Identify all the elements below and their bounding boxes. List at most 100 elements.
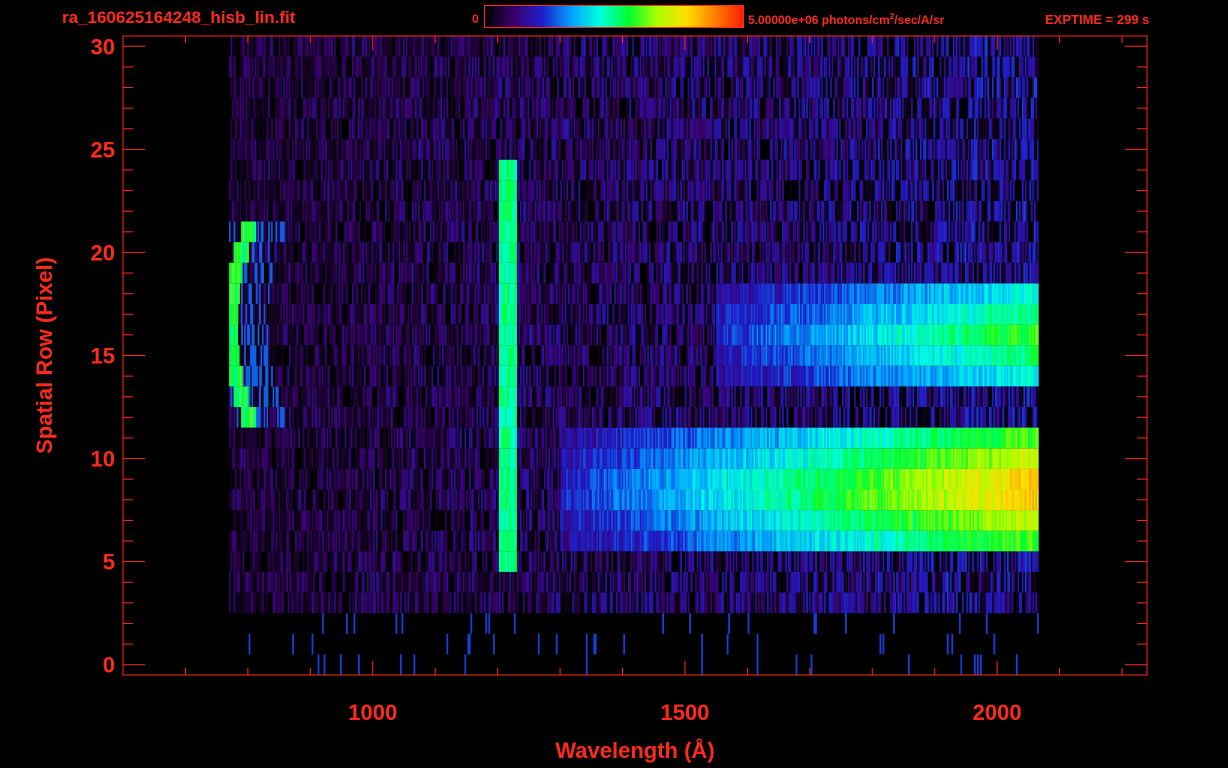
heatmap-cell — [1014, 448, 1017, 469]
heatmap-cell — [966, 571, 969, 593]
heatmap-cell — [424, 427, 426, 449]
heatmap-cell — [879, 489, 882, 511]
heatmap-cell — [373, 510, 375, 531]
heatmap-cell — [672, 530, 675, 552]
heatmap-cell — [918, 386, 921, 407]
heatmap-cell — [714, 468, 717, 490]
heatmap-cell — [409, 407, 411, 428]
heatmap-cell — [1008, 468, 1011, 490]
heatmap-cell — [458, 571, 461, 593]
heatmap-cell — [569, 571, 572, 593]
heatmap-cell — [380, 468, 383, 490]
heatmap-cell — [1005, 448, 1008, 469]
heatmap-cell — [485, 551, 488, 572]
heatmap-cell — [407, 530, 410, 552]
heatmap-cell — [798, 510, 801, 531]
heatmap-cell — [250, 530, 252, 552]
heatmap-cell — [266, 448, 269, 469]
heatmap-cell — [582, 530, 585, 552]
heatmap-cell — [884, 510, 886, 531]
heatmap-cell — [668, 510, 670, 531]
heatmap-cell — [591, 489, 594, 511]
heatmap-cell — [891, 510, 894, 531]
heatmap-cell — [800, 530, 802, 552]
heatmap-cell — [485, 448, 488, 469]
heatmap-cell — [567, 386, 570, 407]
heatmap-cell — [552, 448, 555, 469]
heatmap-cell — [740, 468, 742, 490]
heatmap-cell — [605, 551, 608, 572]
heatmap-cell — [383, 510, 386, 531]
heatmap-cell — [662, 468, 664, 490]
heatmap-cell — [654, 510, 657, 531]
heatmap-cell — [561, 427, 564, 449]
heatmap-cell — [503, 386, 506, 407]
heatmap-cell — [708, 510, 711, 531]
heatmap-cell — [262, 530, 264, 552]
heatmap-cell — [488, 530, 491, 552]
heatmap-cell — [792, 510, 795, 531]
heatmap-cell — [813, 613, 816, 634]
heatmap-cell — [275, 386, 278, 407]
heatmap-cell — [554, 448, 557, 469]
heatmap-cell — [885, 468, 888, 490]
heatmap-cell — [888, 427, 891, 449]
heatmap-cell — [275, 510, 278, 531]
heatmap-cell — [970, 448, 973, 469]
heatmap-cell — [917, 510, 919, 531]
heatmap-cell — [707, 551, 709, 572]
heatmap-cell — [386, 407, 389, 428]
heatmap-cell — [627, 427, 630, 449]
heatmap-cell — [897, 468, 900, 490]
heatmap-cell — [534, 592, 537, 614]
heatmap-cell — [600, 407, 603, 428]
heatmap-cell — [407, 407, 410, 428]
heatmap-cell — [969, 407, 972, 428]
heatmap-cell — [969, 571, 972, 593]
heatmap-cell — [822, 571, 825, 593]
heatmap-cell — [932, 551, 934, 572]
heatmap-cell — [815, 551, 817, 572]
heatmap-cell — [654, 571, 657, 593]
heatmap-cell — [1032, 448, 1035, 469]
heatmap-cell — [749, 448, 751, 469]
heatmap-cell — [563, 427, 566, 449]
heatmap-cell — [307, 510, 309, 531]
heatmap-cell — [338, 530, 341, 552]
heatmap-cell — [320, 386, 323, 407]
heatmap-cell — [771, 530, 774, 552]
heatmap-cell — [711, 407, 714, 428]
heatmap-cell — [1015, 551, 1018, 572]
heatmap-cell — [699, 386, 702, 407]
heatmap-cell — [987, 468, 990, 490]
heatmap-cell — [337, 448, 339, 469]
heatmap-cell — [761, 510, 763, 531]
heatmap-cell — [704, 510, 706, 531]
heatmap-cell — [991, 530, 994, 552]
heatmap-cell — [521, 386, 524, 407]
heatmap-cell — [624, 551, 627, 572]
heatmap-cell — [725, 571, 727, 593]
heatmap-cell — [949, 468, 952, 490]
heatmap-cell — [807, 489, 810, 511]
heatmap-cell — [521, 571, 524, 593]
heatmap-cell — [230, 427, 233, 449]
heatmap-cell — [233, 386, 236, 407]
heatmap-cell — [891, 386, 894, 407]
heatmap-cell — [1011, 530, 1014, 552]
heatmap-cell — [256, 530, 258, 552]
heatmap-cell — [792, 489, 795, 511]
heatmap-cell — [494, 510, 497, 531]
heatmap-cell — [350, 468, 353, 490]
heatmap-cell — [245, 468, 248, 490]
heatmap-cell — [900, 407, 903, 428]
heatmap-cell — [765, 468, 768, 490]
heatmap-cell — [797, 551, 799, 572]
heatmap-cell — [882, 633, 885, 655]
heatmap-cell — [635, 592, 637, 614]
heatmap-cell — [248, 468, 251, 490]
heatmap-cell — [945, 489, 948, 511]
heatmap-cell — [1015, 386, 1018, 407]
heatmap-cell — [873, 448, 876, 469]
heatmap-cell — [323, 365, 326, 387]
